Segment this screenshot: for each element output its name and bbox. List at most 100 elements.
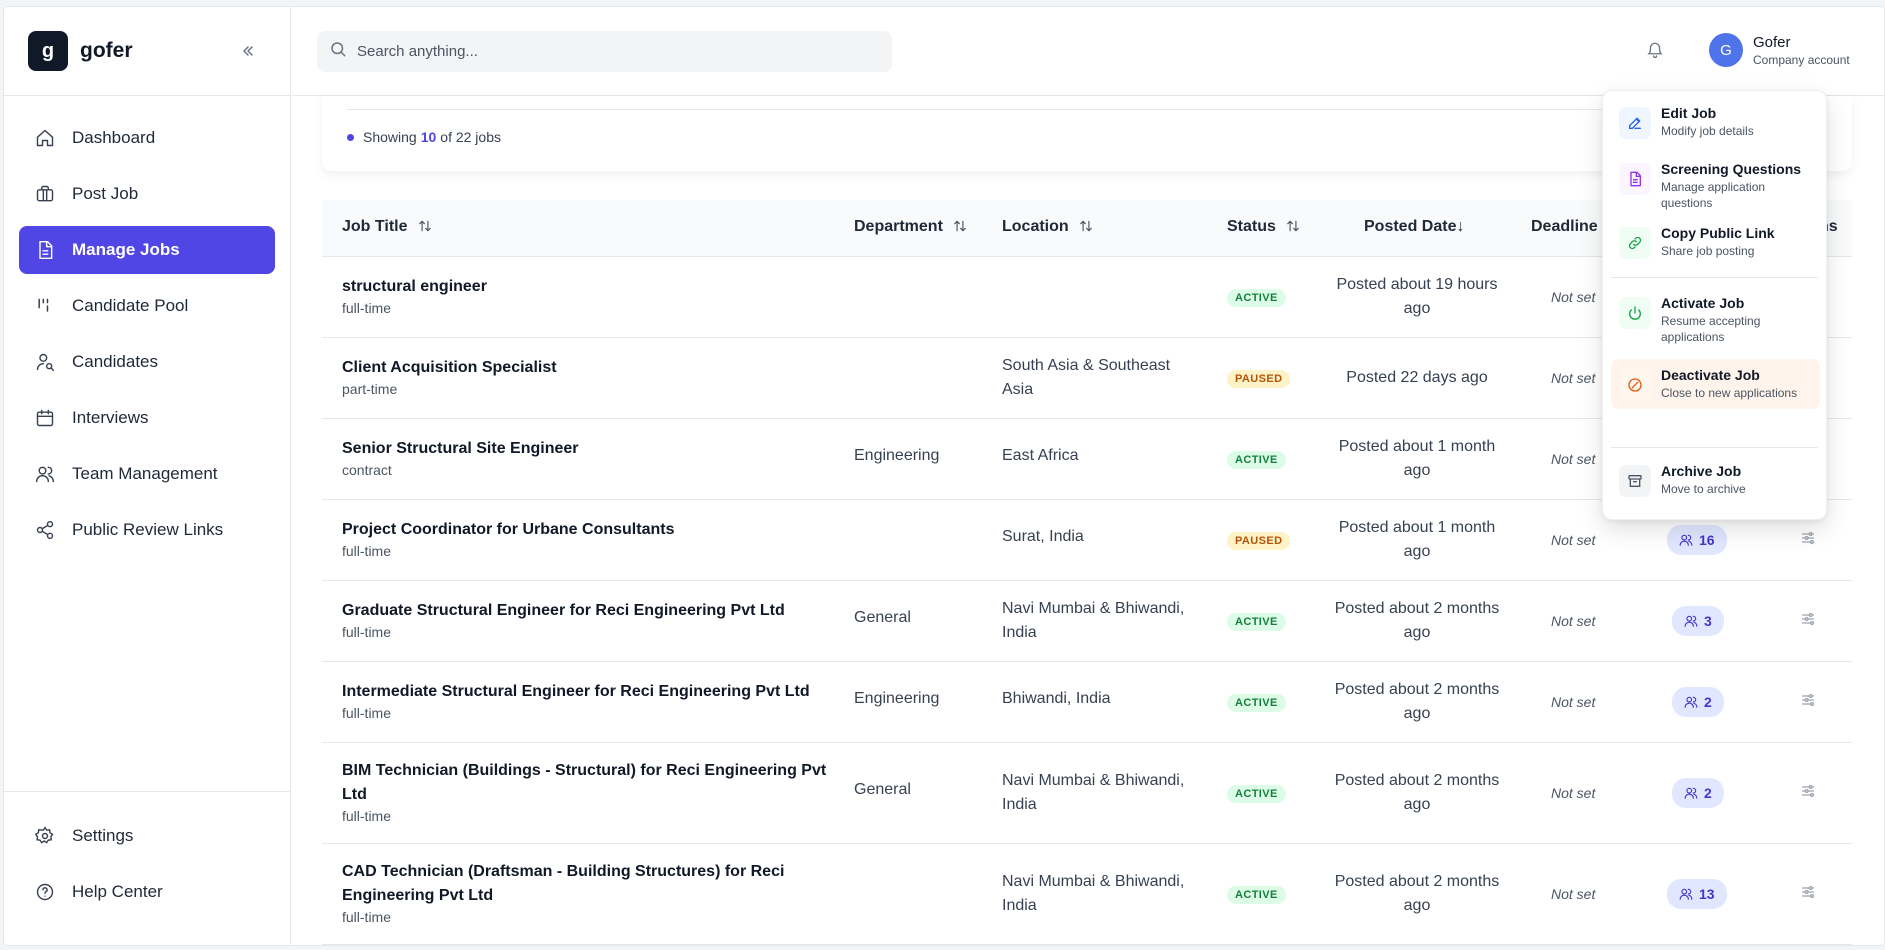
row-actions-icon[interactable] bbox=[1800, 530, 1816, 551]
deadline: Not set bbox=[1551, 694, 1596, 710]
job-title[interactable]: Senior Structural Site Engineer bbox=[342, 440, 579, 457]
users-icon bbox=[1679, 888, 1693, 900]
job-actions-menu: Edit Job Modify job details Screening Qu… bbox=[1602, 90, 1827, 520]
candidates-count-button[interactable]: 2 bbox=[1672, 778, 1724, 808]
table-row[interactable]: CAD Technician (Draftsman - Building Str… bbox=[322, 844, 1852, 945]
menu-item-deactivate-job[interactable]: Deactivate Job Close to new applications bbox=[1611, 359, 1820, 409]
col-deadline[interactable]: Deadline bbox=[1531, 218, 1598, 236]
candidates-count: 13 bbox=[1699, 886, 1715, 902]
sidebar-item-public-review-links[interactable]: Public Review Links bbox=[19, 506, 275, 554]
col-location[interactable]: Location bbox=[1002, 218, 1093, 236]
sidebar-item-candidates[interactable]: Candidates bbox=[19, 338, 275, 386]
job-department: General bbox=[854, 609, 911, 626]
posted-date: Posted about 2 months ago bbox=[1334, 873, 1500, 914]
sidebar-item-label: Settings bbox=[72, 826, 134, 845]
users-icon bbox=[1684, 615, 1698, 627]
sidebar-nav: Dashboard Post Job Manage Jobs Candidate… bbox=[4, 96, 290, 554]
status-badge: ACTIVE bbox=[1227, 289, 1286, 307]
candidates-count-button[interactable]: 2 bbox=[1672, 687, 1724, 717]
sort-icon[interactable] bbox=[953, 219, 967, 236]
sidebar-item-team-management[interactable]: Team Management bbox=[19, 450, 275, 498]
menu-item-copy-public-link[interactable]: Copy Public Link Share job posting bbox=[1611, 217, 1820, 267]
briefcase-icon bbox=[34, 183, 56, 205]
row-actions-icon[interactable] bbox=[1800, 692, 1816, 713]
col-department[interactable]: Department bbox=[854, 218, 967, 236]
job-type: full-time bbox=[342, 300, 392, 316]
table-row[interactable]: Senior Structural Site Engineer contract… bbox=[322, 419, 1852, 500]
sidebar-item-label: Candidate Pool bbox=[72, 296, 189, 315]
job-title[interactable]: Project Coordinator for Urbane Consultan… bbox=[342, 521, 675, 538]
sidebar-item-settings[interactable]: Settings bbox=[19, 812, 275, 860]
job-type: full-time bbox=[342, 624, 392, 640]
job-title[interactable]: Graduate Structural Engineer for Reci En… bbox=[342, 602, 785, 619]
menu-item-desc: Resume accepting applications bbox=[1661, 314, 1761, 344]
col-posted-date[interactable]: Posted Date↓ bbox=[1364, 218, 1464, 236]
job-title[interactable]: Intermediate Structural Engineer for Rec… bbox=[342, 683, 810, 700]
sidebar-item-dashboard[interactable]: Dashboard bbox=[19, 114, 275, 162]
deadline: Not set bbox=[1551, 532, 1596, 548]
table-row[interactable]: Client Acquisition Specialist part-time … bbox=[322, 338, 1852, 419]
job-title[interactable]: BIM Technician (Buildings - Structural) … bbox=[342, 762, 827, 803]
avatar[interactable]: G bbox=[1709, 33, 1743, 67]
brand-name: gofer bbox=[80, 39, 133, 62]
col-status[interactable]: Status bbox=[1227, 218, 1300, 236]
sidebar-item-candidate-pool[interactable]: Candidate Pool bbox=[19, 282, 275, 330]
menu-item-screening-questions[interactable]: Screening Questions Manage application q… bbox=[1611, 153, 1820, 219]
candidates-count-button[interactable]: 3 bbox=[1672, 606, 1724, 636]
sidebar: g gofer Dashboard Post Job bbox=[4, 7, 291, 945]
sidebar-item-label: Interviews bbox=[72, 408, 149, 427]
search-bar[interactable] bbox=[317, 31, 892, 72]
table-row[interactable]: BIM Technician (Buildings - Structural) … bbox=[322, 743, 1852, 844]
posted-date: Posted 22 days ago bbox=[1346, 369, 1488, 386]
candidates-count-button[interactable]: 16 bbox=[1667, 525, 1727, 555]
row-actions-icon[interactable] bbox=[1800, 884, 1816, 905]
table-row[interactable]: Project Coordinator for Urbane Consultan… bbox=[322, 500, 1852, 581]
deadline: Not set bbox=[1551, 785, 1596, 801]
sort-icon[interactable] bbox=[1079, 219, 1093, 236]
sidebar-item-post-job[interactable]: Post Job bbox=[19, 170, 275, 218]
table-row[interactable]: structural engineer full-time ACTIVE Pos… bbox=[322, 257, 1852, 338]
row-actions-icon[interactable] bbox=[1800, 611, 1816, 632]
job-type: full-time bbox=[342, 705, 392, 721]
document-icon bbox=[34, 239, 56, 261]
job-department: General bbox=[854, 781, 911, 798]
posted-date: Posted about 2 months ago bbox=[1334, 600, 1500, 641]
table-row[interactable]: Graduate Structural Engineer for Reci En… bbox=[322, 581, 1852, 662]
status-badge: PAUSED bbox=[1227, 370, 1291, 388]
candidates-count: 2 bbox=[1704, 785, 1712, 801]
sort-icon[interactable] bbox=[418, 219, 432, 236]
job-title[interactable]: structural engineer bbox=[342, 278, 487, 295]
col-job-title[interactable]: Job Title bbox=[342, 218, 432, 236]
posted-date: Posted about 2 months ago bbox=[1334, 772, 1500, 813]
divider bbox=[347, 109, 1827, 110]
notification-bell-icon[interactable] bbox=[1646, 41, 1664, 64]
collapse-sidebar-icon[interactable] bbox=[236, 39, 260, 63]
job-title[interactable]: CAD Technician (Draftsman - Building Str… bbox=[342, 863, 785, 904]
sidebar-item-interviews[interactable]: Interviews bbox=[19, 394, 275, 442]
menu-divider bbox=[1611, 447, 1818, 448]
job-title[interactable]: Client Acquisition Specialist bbox=[342, 359, 557, 376]
account-menu[interactable]: G Gofer Company account bbox=[1709, 33, 1850, 67]
row-actions-icon[interactable] bbox=[1800, 783, 1816, 804]
summary-prefix: Showing bbox=[363, 129, 417, 145]
job-location: Navi Mumbai & Bhiwandi, India bbox=[1002, 772, 1185, 813]
sidebar-item-manage-jobs[interactable]: Manage Jobs bbox=[19, 226, 275, 274]
table-row[interactable]: Intermediate Structural Engineer for Rec… bbox=[322, 662, 1852, 743]
brand-logo[interactable]: g bbox=[28, 31, 68, 71]
menu-item-edit-job[interactable]: Edit Job Modify job details bbox=[1611, 97, 1820, 147]
sidebar-item-help-center[interactable]: Help Center bbox=[19, 868, 275, 916]
menu-item-activate-job[interactable]: Activate Job Resume accepting applicatio… bbox=[1611, 287, 1820, 353]
top-header: G Gofer Company account bbox=[292, 7, 1884, 96]
menu-item-desc: Move to archive bbox=[1661, 482, 1746, 496]
menu-item-archive-job[interactable]: Archive Job Move to archive bbox=[1611, 455, 1820, 505]
table-header: Job Title Department Location Status bbox=[322, 200, 1852, 257]
candidates-count-button[interactable]: 13 bbox=[1667, 879, 1727, 909]
sidebar-item-label: Candidates bbox=[72, 352, 159, 371]
jobs-table: Job Title Department Location Status bbox=[322, 200, 1852, 945]
posted-date: Posted about 1 month ago bbox=[1338, 438, 1496, 479]
summary-shown-count: 10 bbox=[420, 129, 437, 145]
brand: g gofer bbox=[4, 7, 290, 96]
menu-item-desc: Modify job details bbox=[1661, 124, 1754, 138]
search-input[interactable] bbox=[357, 43, 857, 60]
sort-icon[interactable] bbox=[1286, 219, 1300, 236]
